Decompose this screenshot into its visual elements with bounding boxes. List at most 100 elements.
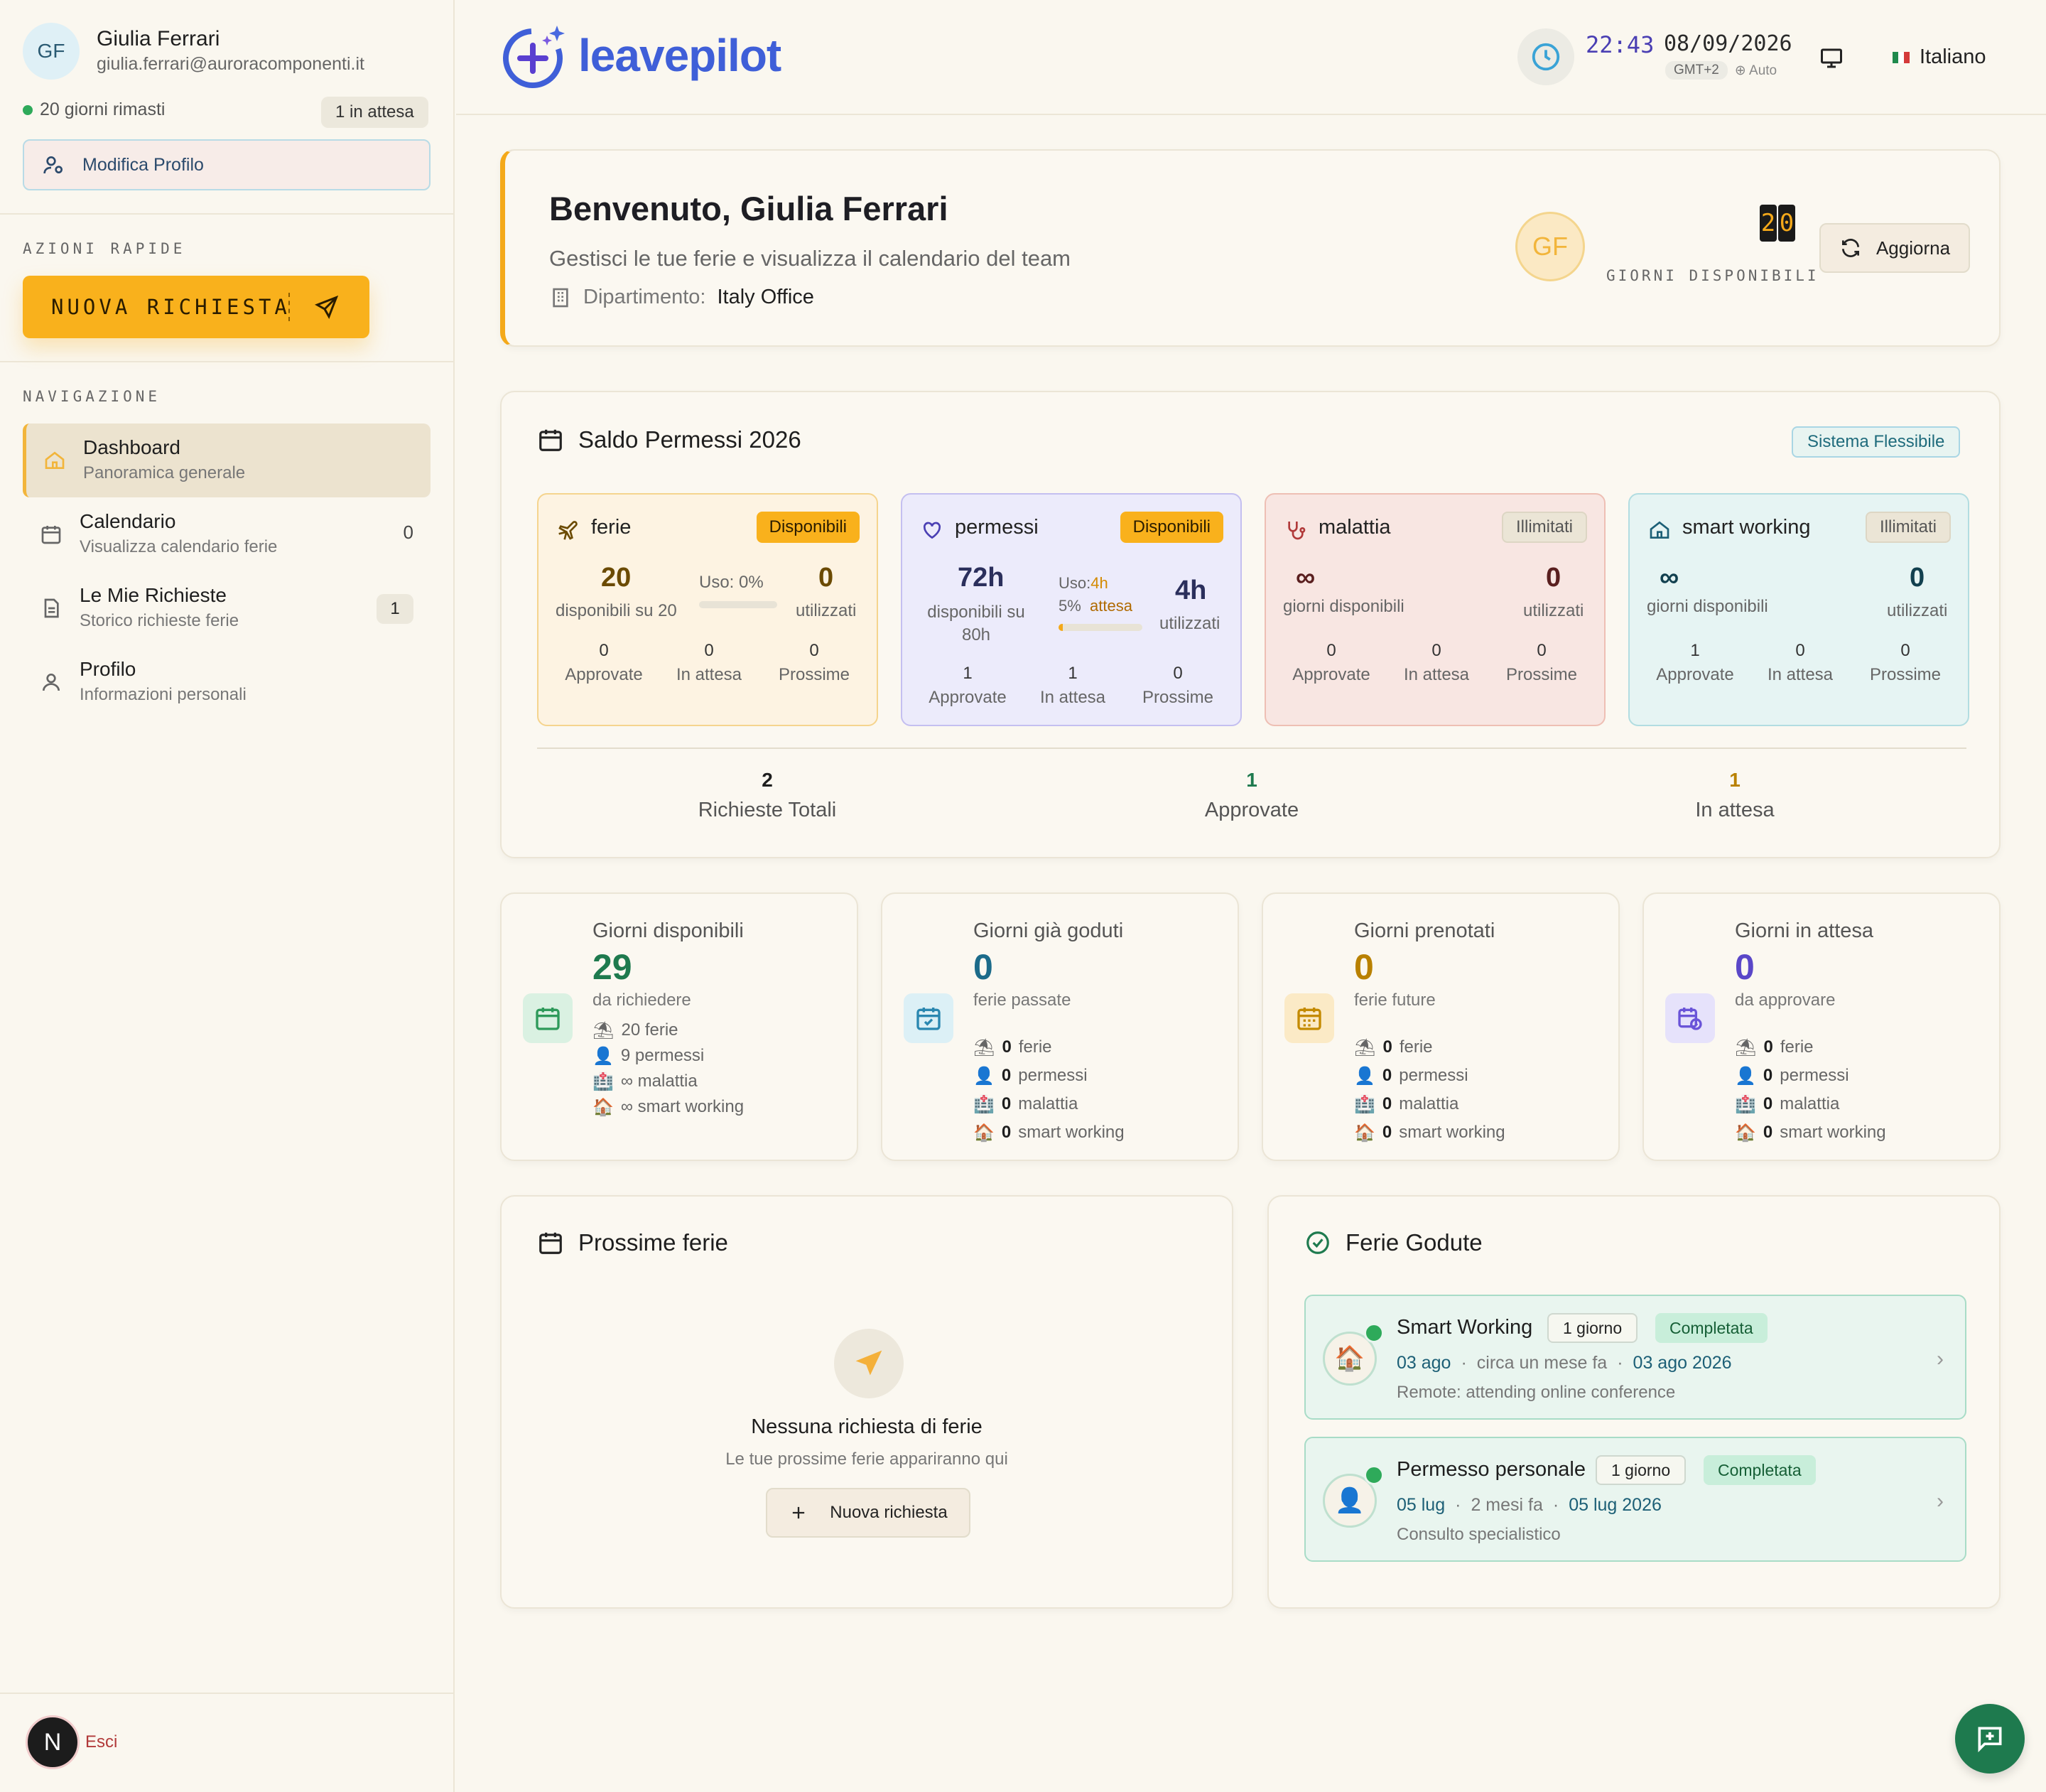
taken-title-text: Ferie Godute <box>1346 1229 1483 1256</box>
availability-badge: Disponibili <box>1120 512 1223 543</box>
building-icon <box>553 288 568 307</box>
taken-item-note: Remote: attending online conference <box>1397 1383 1676 1402</box>
stat-subtitle: da richiedere <box>592 991 691 1010</box>
hospital-icon: 🏥 <box>1354 1094 1375 1114</box>
house-icon: 🏠 <box>1354 1123 1375 1143</box>
house-icon: 🏠 <box>973 1123 995 1143</box>
logout-avatar[interactable]: N <box>26 1715 80 1769</box>
breakdown-row: ⛱ 20 ferie <box>592 1018 744 1043</box>
leave-balance-card: Saldo Permessi 2026 Sistema Flessibile f… <box>500 391 2001 858</box>
stat-value: 0 <box>1735 947 1755 987</box>
monitor-icon[interactable] <box>1819 45 1844 71</box>
days-left-indicator: 20 giorni rimasti <box>23 99 165 120</box>
available-days-label: GIORNI DISPONIBILI <box>1606 267 1819 284</box>
summary-label: In attesa <box>1695 799 1775 821</box>
breakdown-row: ⛱ 0 ferie <box>1354 1033 1505 1062</box>
navigation-label: NAVIGAZIONE <box>23 388 161 405</box>
breakdown-row: 👤 9 permessi <box>592 1043 744 1069</box>
sidebar-divider <box>0 1693 453 1694</box>
logo[interactable]: leavepilot <box>500 20 781 91</box>
used-label: utilizzati <box>1887 601 1948 620</box>
breakdown-value: 0 <box>1382 1094 1392 1113</box>
taken-item-dates: 03 ago · circa un mese fa · 03 ago 2026 <box>1397 1353 1732 1373</box>
calendar-check-icon <box>916 1008 941 1030</box>
new-request-button[interactable]: NUOVA RICHIESTA <box>23 276 369 338</box>
edit-profile-button[interactable]: Modifica Profilo <box>23 139 431 190</box>
flexible-system-badge: Sistema Flessibile <box>1792 426 1961 458</box>
sidebar-item-dashboard[interactable]: Dashboard Panoramica generale <box>23 423 431 497</box>
breakdown-row: 🏠 0 smart working <box>1354 1118 1505 1147</box>
house-icon: 🏠 <box>1735 1123 1756 1143</box>
taken-item[interactable]: 🏠 Smart Working 1 giorno Completata 03 a… <box>1304 1295 1966 1420</box>
timezone-badge: GMT+2 <box>1665 61 1728 80</box>
refresh-button[interactable]: Aggiorna <box>1819 223 1970 273</box>
sidebar-item-calendar[interactable]: Calendario Visualizza calendario ferie 0 <box>23 497 431 571</box>
nav-title: Le Mie Richieste <box>80 584 227 606</box>
stat-upcoming: 0 Prossime <box>1856 641 1955 685</box>
availability-badge: Illimitati <box>1865 512 1951 543</box>
new-request-secondary-button[interactable]: Nuova richiesta <box>766 1488 970 1538</box>
language-selector[interactable]: Italiano <box>1893 45 1986 69</box>
taken-item[interactable]: 👤 Permesso personale 1 giorno Completata… <box>1304 1437 1966 1562</box>
usage-progress-bar <box>699 601 777 608</box>
calendar-clock-icon <box>1678 1008 1702 1030</box>
stat-value: 0 <box>1537 641 1547 660</box>
summary-pending: 1 In attesa <box>1593 769 1877 822</box>
logout-button[interactable]: Esci <box>85 1732 118 1751</box>
available-label: disponibili su 80h <box>927 603 1025 644</box>
stat-icon-wrap <box>1665 993 1715 1043</box>
leave-type-smart-working[interactable]: smart working Illimitati ∞ giorni dispon… <box>1628 493 1969 726</box>
current-date: 08/09/2026 <box>1664 31 1792 56</box>
breakdown-label: smart working <box>1018 1123 1125 1142</box>
usage-percent-text: 5% <box>1059 597 1081 615</box>
available-label: disponibili su 20 <box>556 601 677 620</box>
breakdown-row: 🏠 0 smart working <box>1735 1118 1886 1147</box>
usage-label-text: Uso: <box>1059 574 1091 592</box>
house-icon: 🏠 <box>1323 1332 1377 1386</box>
breakdown-label: permessi <box>1399 1066 1468 1085</box>
stat-icon-wrap <box>904 993 953 1043</box>
stat-value: 0 <box>1326 641 1336 660</box>
stat-icon-wrap <box>1284 993 1334 1043</box>
breakdown-value: 0 <box>1763 1066 1773 1085</box>
stat-label: Prossime <box>1869 665 1942 684</box>
counter-digit: 2 <box>1760 205 1777 242</box>
home-icon <box>45 451 65 469</box>
breakdown-value: 0 <box>1382 1037 1392 1057</box>
stat-label: Approvate <box>1292 665 1370 684</box>
breakdown-row: 👤 0 permessi <box>973 1062 1125 1090</box>
timezone-info: GMT+2 ⊕ Auto <box>1665 61 1777 80</box>
stat-card-booked: Giorni prenotati 0 ferie future ⛱ 0 ferie … <box>1262 892 1620 1161</box>
stat-title: Giorni disponibili <box>592 919 744 942</box>
user-icon <box>43 674 60 691</box>
clock-widget[interactable] <box>1517 28 1574 85</box>
stat-value: 1 <box>963 664 973 683</box>
top-header: leavepilot 22:43 08/09/2026 GMT+2 ⊕ Auto… <box>456 0 2046 115</box>
leave-type-ferie[interactable]: ferie Disponibili 20 disponibili su 20 U… <box>537 493 878 726</box>
breakdown-row: 🏥 0 malattia <box>1735 1090 1886 1118</box>
breakdown-value: 0 <box>1763 1123 1773 1142</box>
sidebar-item-my-requests[interactable]: Le Mie Richieste Storico richieste ferie… <box>23 571 431 645</box>
person-icon: 👤 <box>1354 1066 1375 1086</box>
calendar-icon <box>539 1232 562 1254</box>
sidebar-item-profile[interactable]: Profilo Informazioni personali <box>23 645 431 719</box>
leave-type-name: permessi <box>955 516 1039 539</box>
breakdown-label: permessi <box>1018 1066 1088 1085</box>
feedback-fab-button[interactable] <box>1955 1704 2025 1774</box>
breakdown-label: smart working <box>1399 1123 1505 1142</box>
available-days-counter: 2 0 <box>1760 205 1795 242</box>
breakdown-value: 0 <box>1001 1066 1012 1085</box>
available-value: 20 <box>601 563 632 593</box>
current-time: 22:43 <box>1586 31 1655 58</box>
balance-divider <box>537 747 1966 749</box>
breakdown-label: malattia <box>1780 1094 1840 1113</box>
breakdown-row: ⛱ 0 ferie <box>973 1033 1125 1062</box>
breakdown-value: 0 <box>1382 1066 1392 1085</box>
logo-plus-icon <box>503 26 565 88</box>
leave-type-permessi[interactable]: permessi Disponibili 72h disponibili su … <box>901 493 1242 726</box>
plus-icon <box>793 1506 805 1519</box>
leave-type-malattia[interactable]: malattia Illimitati ∞ giorni disponibili… <box>1265 493 1606 726</box>
stat-card-available: Giorni disponibili 29 da richiedere ⛱ 20 … <box>500 892 858 1161</box>
nav-title: Dashboard <box>83 436 180 458</box>
upcoming-title-text: Prossime ferie <box>578 1229 728 1256</box>
